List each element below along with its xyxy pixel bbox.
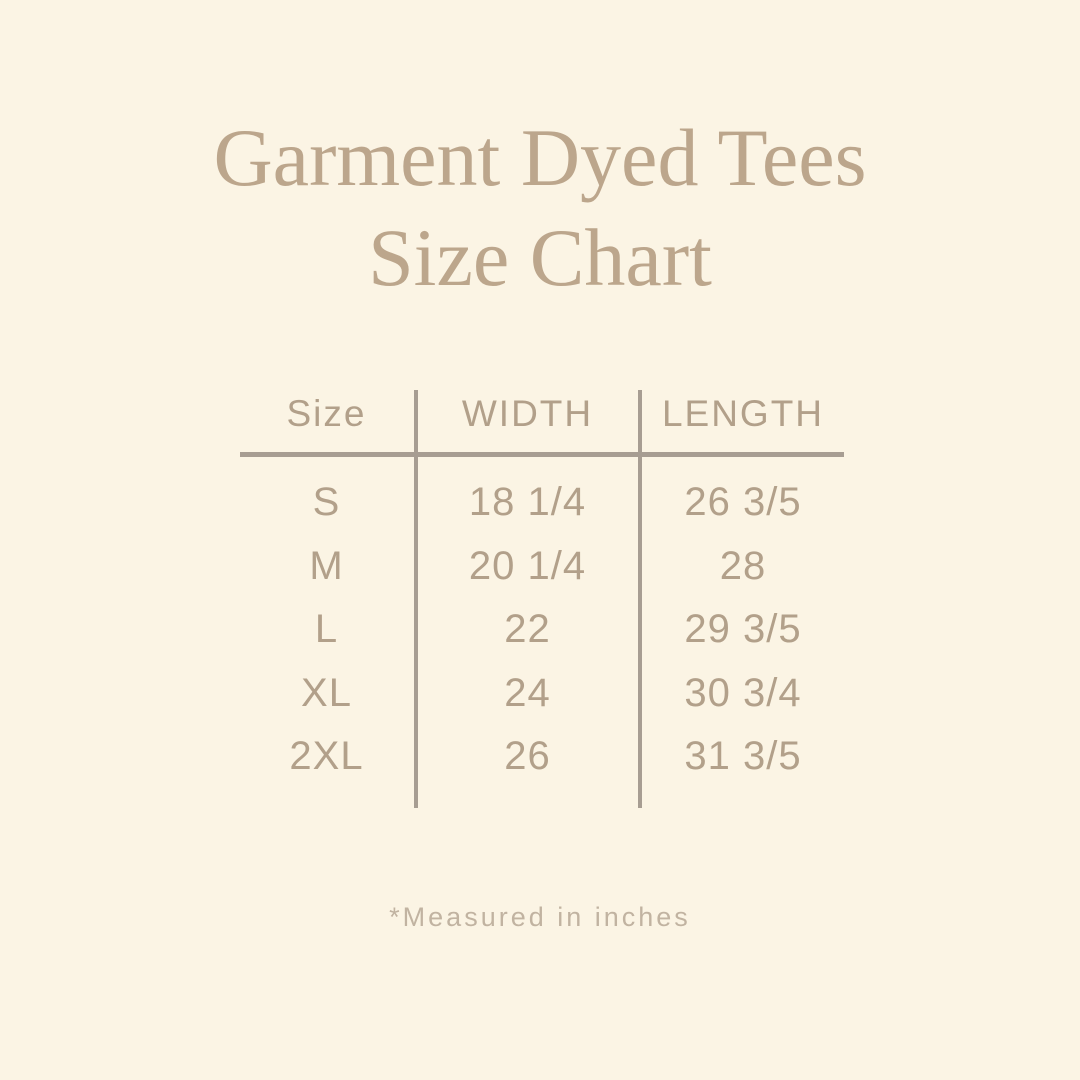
size-cell: S xyxy=(312,480,341,525)
width-cell: 22 xyxy=(504,607,551,652)
size-cell: 2XL xyxy=(289,734,364,779)
length-cell: 30 3/4 xyxy=(684,670,802,715)
header-size: Size xyxy=(286,393,367,434)
table-row: XL 24 30 3/4 xyxy=(238,662,846,726)
column-divider-1 xyxy=(414,390,418,808)
width-cell: 24 xyxy=(504,670,551,715)
width-cell: 26 xyxy=(504,734,551,779)
page-title: Garment Dyed Tees Size Chart xyxy=(0,108,1080,308)
width-cell: 20 1/4 xyxy=(468,543,587,588)
header-length: LENGTH xyxy=(661,393,825,434)
size-cell: L xyxy=(314,607,339,652)
width-cell: 18 1/4 xyxy=(468,480,587,525)
header-width: WIDTH xyxy=(461,393,594,434)
footnote: *Measured in inches xyxy=(389,902,691,932)
table-body: S 18 1/4 26 3/5 M 20 1/4 28 L 22 29 3/5 … xyxy=(238,471,846,789)
size-table: Size WIDTH LENGTH S 18 1/4 26 3/5 M 20 1… xyxy=(238,383,846,815)
title-line-1: Garment Dyed Tees xyxy=(213,112,867,203)
table-row: 2XL 26 31 3/5 xyxy=(238,725,846,789)
table-row: M 20 1/4 28 xyxy=(238,535,846,599)
length-cell: 28 xyxy=(719,543,767,588)
title-line-2: Size Chart xyxy=(368,212,712,303)
length-cell: 29 3/5 xyxy=(684,607,802,652)
length-cell: 26 3/5 xyxy=(684,480,802,525)
header-divider xyxy=(240,452,844,457)
size-cell: XL xyxy=(301,670,352,715)
table-row: L 22 29 3/5 xyxy=(238,598,846,662)
column-divider-2 xyxy=(638,390,642,808)
table-header-row: Size WIDTH LENGTH xyxy=(238,383,846,445)
size-cell: M xyxy=(309,543,344,588)
table-row: S 18 1/4 26 3/5 xyxy=(238,471,846,535)
length-cell: 31 3/5 xyxy=(684,734,802,779)
